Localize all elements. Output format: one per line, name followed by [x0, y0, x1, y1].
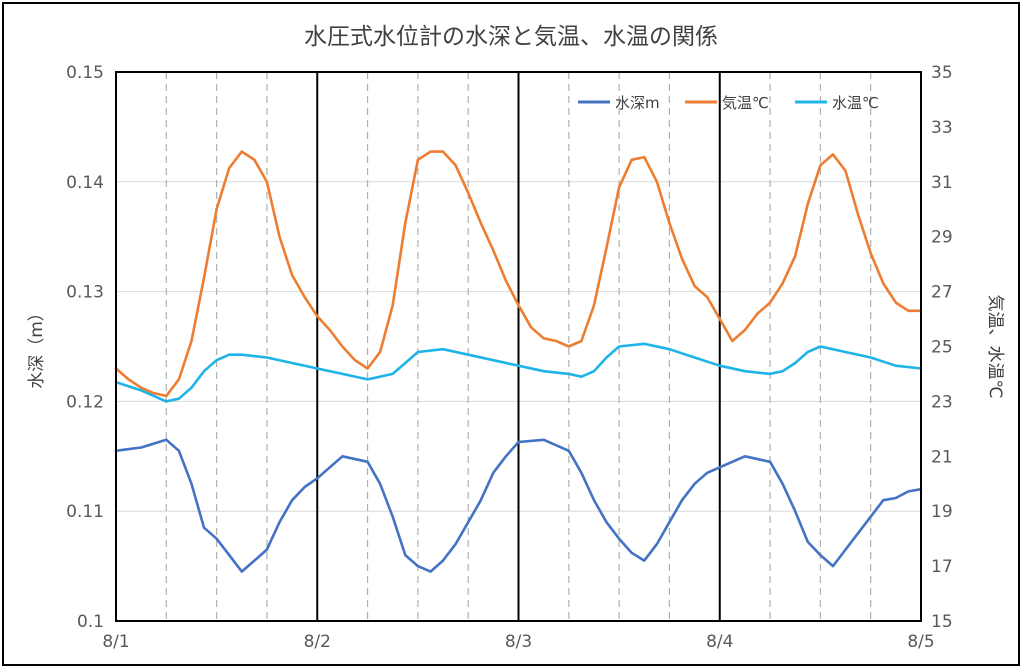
right-axis-label: 気温、水温℃	[985, 294, 1005, 398]
right-tick-label: 17	[931, 557, 953, 577]
legend-label: 気温℃	[722, 94, 769, 112]
left-tick-label: 0.14	[66, 173, 104, 193]
right-tick-label: 15	[931, 612, 953, 632]
left-tick-label: 0.1	[77, 612, 104, 632]
x-tick-label: 8/1	[102, 632, 129, 652]
right-tick-label: 19	[931, 502, 953, 522]
right-tick-label: 31	[931, 173, 953, 193]
x-axis-ticks: 8/1 8/2 8/3 8/4 8/5	[102, 632, 934, 652]
right-tick-label: 33	[931, 118, 953, 138]
legend-label: 水温℃	[832, 94, 879, 112]
x-tick-label: 8/5	[907, 632, 934, 652]
series-line-水温℃	[114, 342, 923, 403]
right-tick-label: 35	[931, 63, 953, 83]
chart-title: 水圧式水位計の水深と気温、水温の関係	[304, 24, 718, 50]
legend: 水深m 気温℃ 水温℃	[578, 94, 879, 112]
left-axis-ticks: 0.1 0.11 0.12 0.13 0.14 0.15	[66, 63, 104, 632]
gridlines	[116, 71, 921, 622]
right-axis-ticks: 15 17 19 21 23 25 27 29 31 33 35	[931, 63, 953, 632]
x-tick-label: 8/4	[706, 632, 733, 652]
left-tick-label: 0.15	[66, 63, 104, 83]
right-tick-label: 25	[931, 338, 953, 358]
series-layer	[114, 150, 923, 573]
plot-area-border	[115, 71, 922, 622]
left-tick-label: 0.13	[66, 283, 104, 303]
right-tick-label: 27	[931, 283, 953, 303]
left-axis-label: 水深（m）	[27, 304, 47, 389]
x-tick-label: 8/3	[505, 632, 532, 652]
right-tick-label: 23	[931, 392, 953, 412]
series-line-水深m	[114, 438, 923, 573]
left-tick-label: 0.11	[66, 502, 104, 522]
right-tick-label: 29	[931, 228, 953, 248]
right-tick-label: 21	[931, 447, 953, 467]
left-tick-label: 0.12	[66, 392, 104, 412]
series-line-気温℃	[114, 150, 923, 398]
legend-label: 水深m	[615, 94, 660, 112]
x-tick-label: 8/2	[304, 632, 331, 652]
